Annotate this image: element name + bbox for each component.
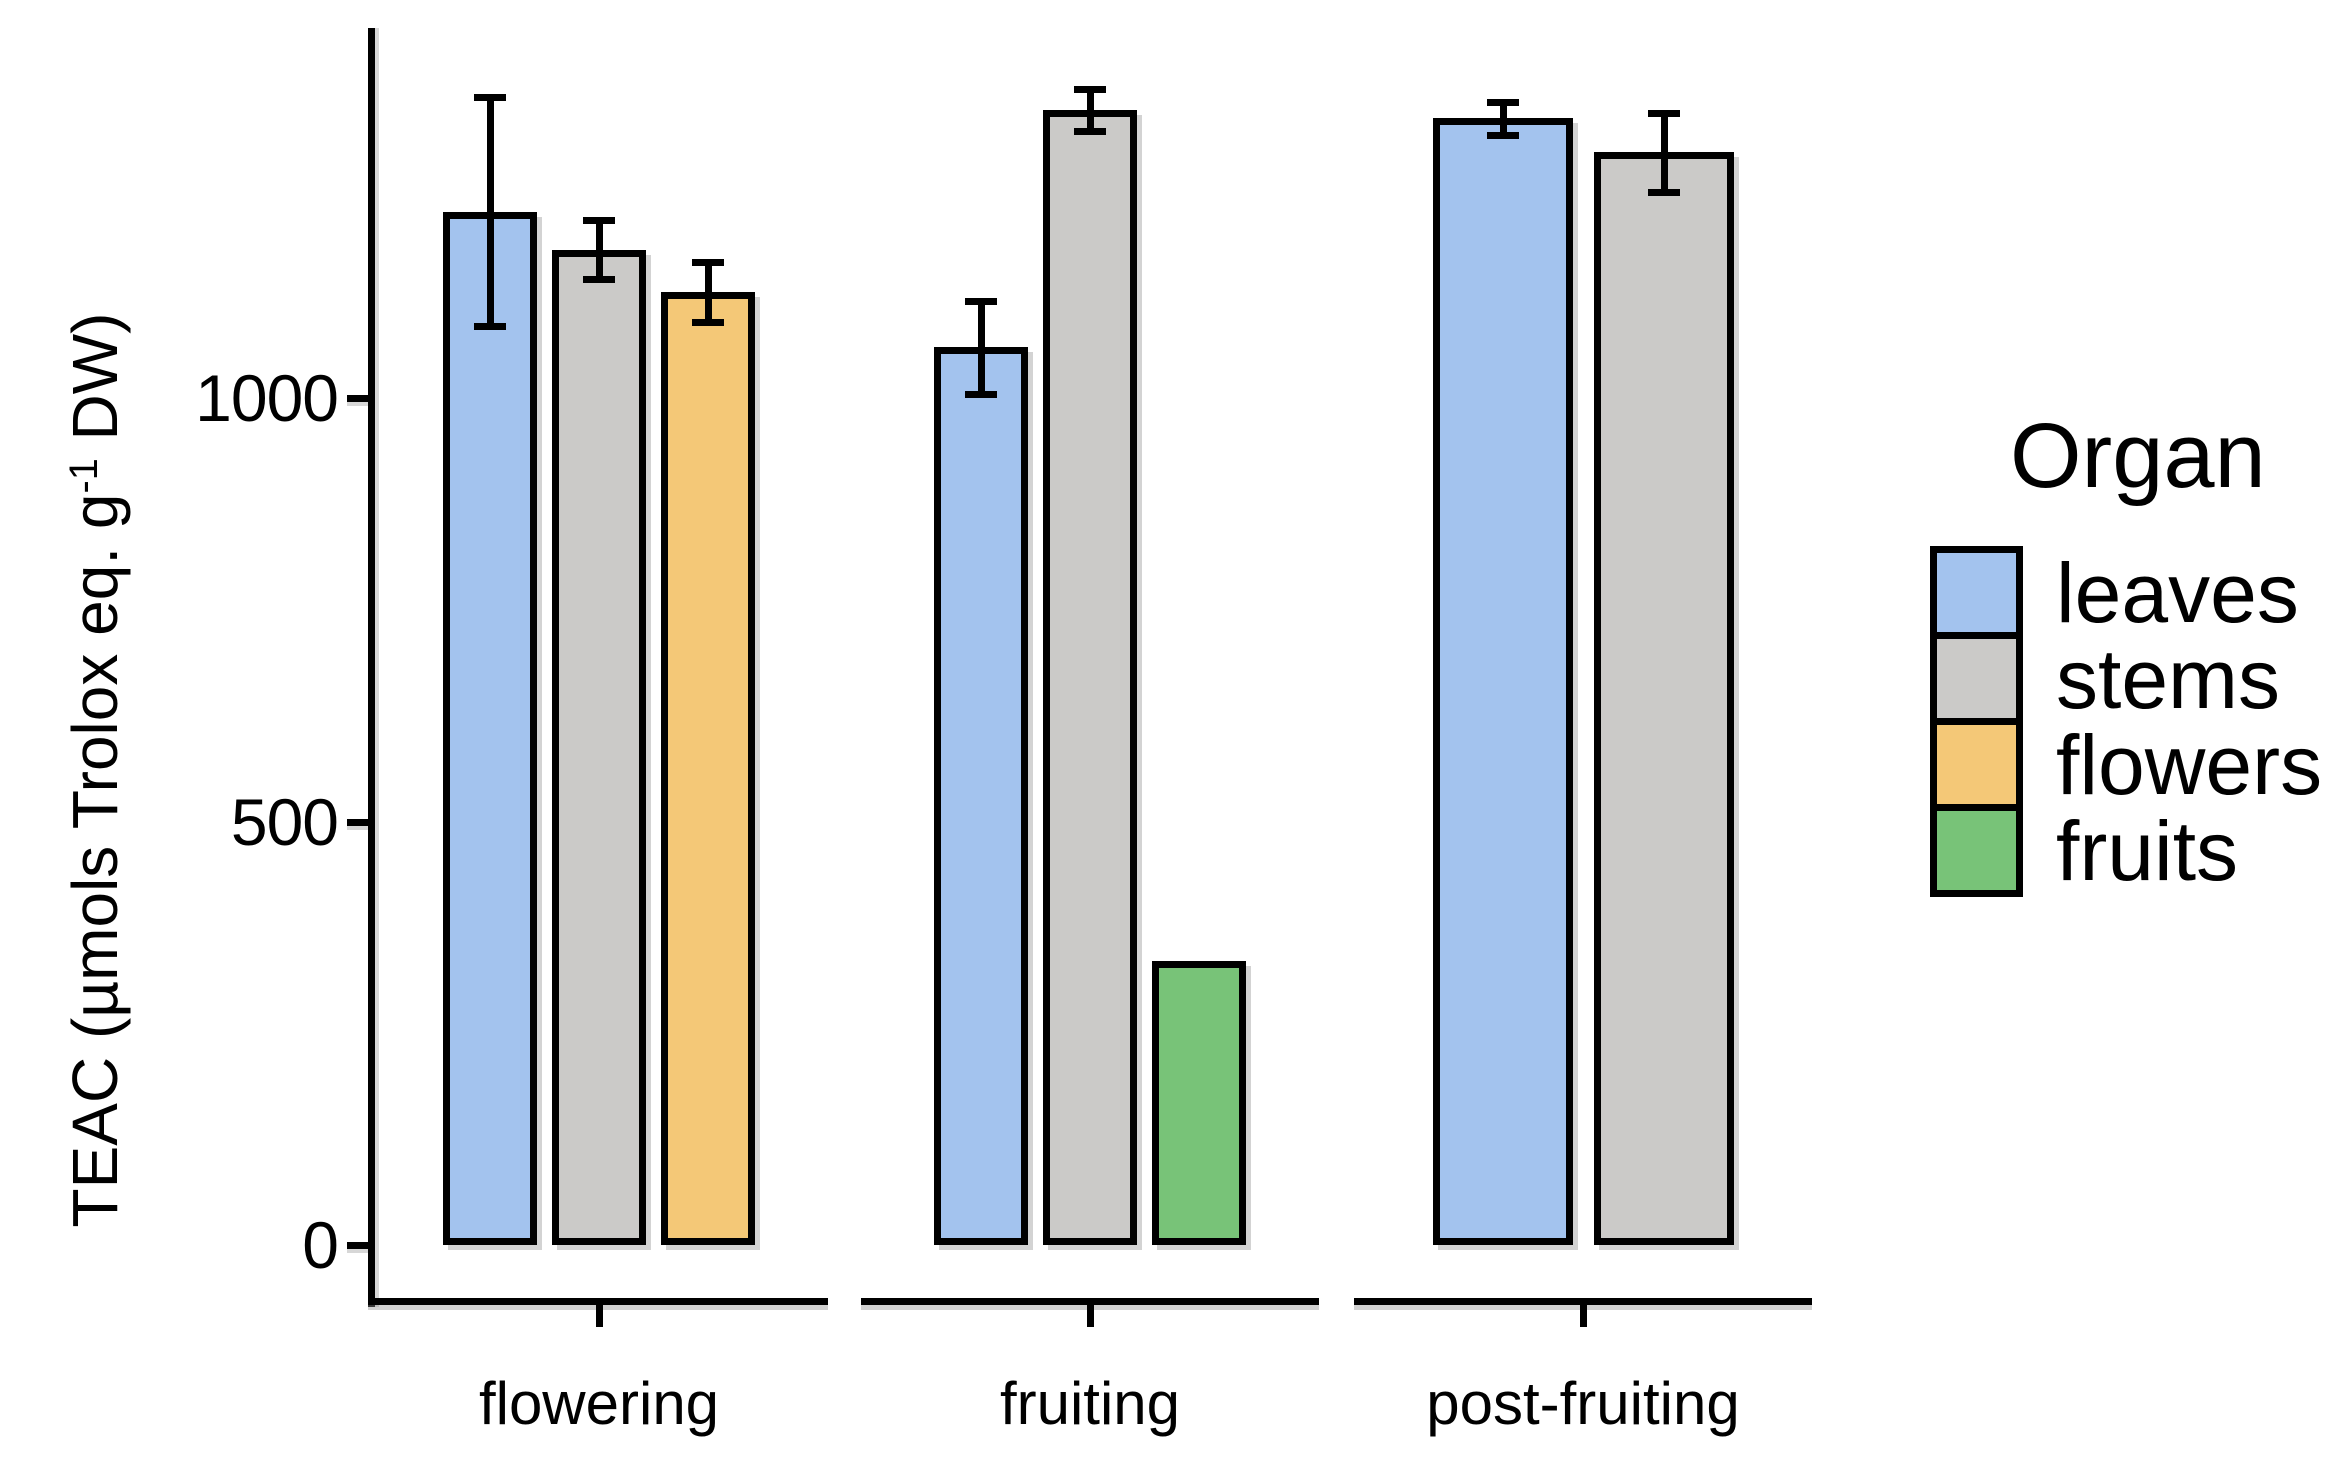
y-axis-title-superscript: -1: [62, 458, 107, 494]
bar-leaves-fruiting: [934, 347, 1028, 1245]
error-bar-cap-top: [1487, 99, 1519, 106]
error-bar-cap-bottom: [1487, 132, 1519, 139]
error-bar-leaves-post-fruiting: [1500, 102, 1507, 135]
error-bar-cap-bottom: [965, 391, 997, 398]
x-tick-label-post-fruiting: post-fruiting: [1426, 1370, 1740, 1437]
bar-flowers-flowering: [661, 292, 755, 1245]
y-tick-label: 1000: [195, 361, 339, 435]
x-tick: [596, 1305, 603, 1327]
error-bar-cap-bottom: [692, 319, 724, 326]
x-tick: [1580, 1305, 1587, 1327]
error-bar-cap-bottom: [474, 323, 506, 330]
y-tick-label: 500: [230, 785, 339, 859]
legend-label-leaves: leaves: [2056, 546, 2299, 640]
x-axis-segment: [368, 1298, 828, 1305]
error-bar-cap-bottom: [583, 276, 615, 283]
y-tick: [347, 819, 368, 826]
legend-swatch-fruits: [1930, 804, 2023, 897]
y-axis-line: [368, 28, 375, 1307]
legend-title: Organ: [2010, 405, 2266, 507]
error-bar-leaves-fruiting: [978, 301, 985, 394]
error-bar-cap-top: [583, 217, 615, 224]
bar-stems-post-fruiting: [1594, 152, 1734, 1245]
y-tick-label: 0: [302, 1208, 339, 1282]
y-axis-title-text: TEAC (µmols Trolox eq. g: [59, 493, 131, 1228]
error-bar-cap-top: [692, 259, 724, 266]
legend-label-fruits: fruits: [2056, 804, 2239, 898]
legend-swatch-flowers: [1930, 718, 2023, 811]
bar-fruits-fruiting: [1152, 961, 1246, 1245]
y-tick: [347, 395, 368, 402]
x-tick: [1087, 1305, 1094, 1327]
bar-stems-fruiting: [1043, 110, 1137, 1245]
x-axis-segment: [861, 1298, 1319, 1305]
error-bar-cap-top: [1648, 110, 1680, 117]
error-bar-stems-flowering: [596, 220, 603, 279]
error-bar-stems-fruiting: [1087, 89, 1094, 131]
bar-leaves-post-fruiting: [1433, 118, 1573, 1245]
error-bar-flowers-flowering: [705, 262, 712, 322]
error-bar-leaves-flowering: [487, 97, 494, 326]
x-axis-segment: [1354, 1298, 1812, 1305]
legend-label-stems: stems: [2056, 632, 2281, 726]
bar-stems-flowering: [552, 250, 646, 1245]
legend-swatch-stems: [1930, 632, 2023, 725]
error-bar-cap-top: [965, 298, 997, 305]
legend-swatch-leaves: [1930, 546, 2023, 639]
error-bar-cap-bottom: [1074, 128, 1106, 135]
legend-label-flowers: flowers: [2056, 718, 2323, 812]
x-tick-label-flowering: flowering: [478, 1370, 720, 1437]
bar-leaves-flowering: [443, 212, 537, 1245]
error-bar-cap-top: [474, 94, 506, 101]
error-bar-cap-top: [1074, 86, 1106, 93]
error-bar-cap-bottom: [1648, 189, 1680, 196]
x-tick-label-fruiting: fruiting: [999, 1370, 1181, 1437]
error-bar-stems-post-fruiting: [1661, 113, 1668, 192]
y-tick: [347, 1242, 368, 1249]
